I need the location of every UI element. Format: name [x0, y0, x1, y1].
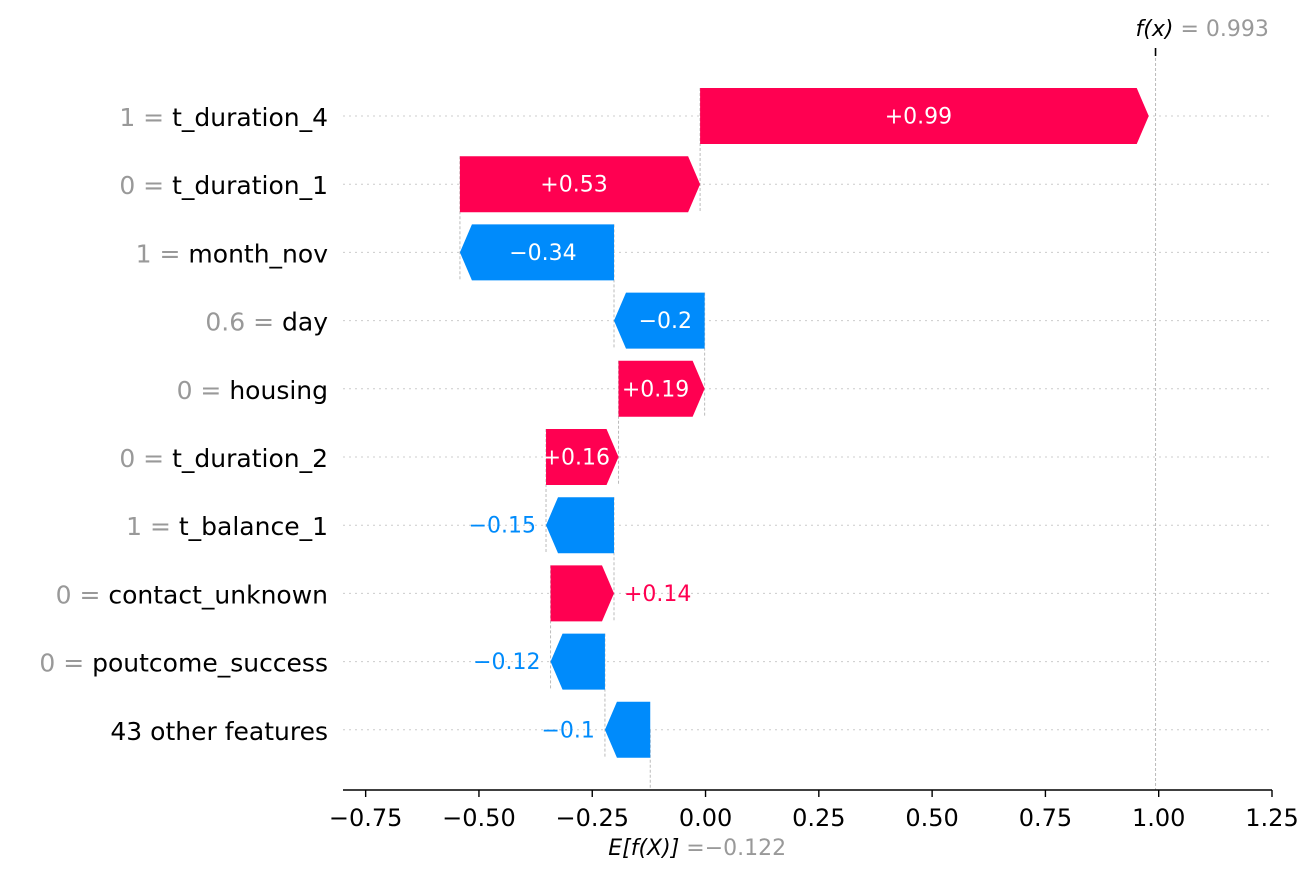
bar-contact_unknown [550, 565, 614, 622]
feature-value: 0 = [39, 648, 92, 677]
bar-t_balance_1 [546, 497, 614, 554]
feature-label: 0 = t_duration_2 [119, 444, 328, 473]
feature-name: housing [229, 375, 328, 404]
x-tick-label: 0.50 [905, 804, 958, 832]
feature-value: 0 = [56, 580, 109, 609]
bar-housing [618, 360, 705, 417]
feature-value: 1 = [136, 239, 189, 268]
x-axis: −0.75 −0.50 −0.25 0.00 0.25 0.50 0.75 1.00 1.25 [329, 789, 1299, 832]
fx-label: f(x) = 0.993 [1136, 17, 1269, 42]
x-tick-label: −0.75 [329, 804, 403, 832]
feature-value: 0 = [119, 444, 172, 473]
bar-label: −0.12 [473, 650, 540, 675]
bar-43-other-features [604, 701, 651, 758]
bar-month_nov [459, 224, 614, 281]
feature-value: 1 = [119, 103, 172, 132]
feature-label: 0 = t_duration_1 [119, 171, 328, 200]
feature-label: 43 other features [110, 716, 328, 745]
base-value-number: =−0.122 [679, 836, 786, 861]
feature-name: month_nov [188, 239, 328, 268]
x-tick-label: 1.00 [1132, 804, 1185, 832]
feature-name: day [282, 307, 328, 336]
bar-poutcome_success [550, 633, 605, 690]
feature-name: t_duration_1 [172, 171, 328, 200]
x-tick-label: −0.50 [442, 804, 516, 832]
feature-value: 1 = [126, 512, 179, 541]
bar-labels: +0.99 +0.53 −0.34 −0.2 +0.19 +0.16 −0.15 +0.14 −… [469, 105, 953, 744]
feature-labels: 1 = t_duration_4 0 = t_duration_1 1 = mont… [39, 103, 328, 746]
x-tick-label: 1.25 [1245, 804, 1298, 832]
bar-label: +0.99 [885, 105, 952, 130]
bar-t_duration_2 [546, 429, 619, 485]
bar-day [613, 292, 705, 349]
bar-label: +0.16 [543, 446, 610, 471]
feature-name: t_duration_4 [172, 103, 328, 132]
x-tick-label: 0.25 [792, 804, 845, 832]
feature-label: 1 = month_nov [136, 239, 329, 268]
feature-label: 0 = housing [177, 375, 328, 404]
feature-label: 0 = poutcome_success [39, 648, 328, 677]
fx-annotation: f(x) = 0.993 [1136, 17, 1269, 42]
fx-name: f(x) [1136, 17, 1174, 42]
feature-value: 0.6 = [205, 307, 282, 336]
bars [459, 88, 1149, 758]
bar-label: +0.53 [540, 173, 607, 198]
bar-label: +0.14 [624, 582, 691, 607]
bar-t_duration_4 [700, 88, 1149, 144]
base-value-annotation: E[f(X)] =−0.122 [608, 836, 786, 861]
x-tick-label: 0.00 [679, 804, 732, 832]
reference-lines [649, 48, 1157, 790]
x-tick-label: 0.75 [1019, 804, 1072, 832]
bar-label: −0.2 [639, 309, 692, 334]
feature-name: contact_unknown [108, 580, 328, 609]
feature-label: 0.6 = day [205, 307, 328, 336]
bar-t_duration_1 [459, 156, 701, 213]
bar-label: −0.34 [509, 241, 576, 266]
feature-label: 1 = t_duration_4 [119, 103, 328, 132]
feature-name: t_balance_1 [179, 512, 328, 541]
feature-value: 0 = [119, 171, 172, 200]
bar-label: −0.1 [542, 718, 595, 743]
bar-label: −0.15 [469, 514, 536, 539]
feature-label: 0 = contact_unknown [56, 580, 328, 609]
fx-value: = 0.993 [1173, 17, 1268, 42]
base-value-label: E[f(X)] =−0.122 [608, 836, 786, 861]
feature-label: 1 = t_balance_1 [126, 512, 328, 541]
base-value-name: E[f(X)] [608, 836, 679, 861]
feature-name: 43 other features [110, 716, 328, 745]
feature-name: poutcome_success [92, 648, 328, 677]
feature-value: 0 = [177, 375, 230, 404]
feature-name: t_duration_2 [172, 444, 328, 473]
x-tick-label: −0.25 [555, 804, 629, 832]
bar-label: +0.19 [622, 377, 689, 402]
